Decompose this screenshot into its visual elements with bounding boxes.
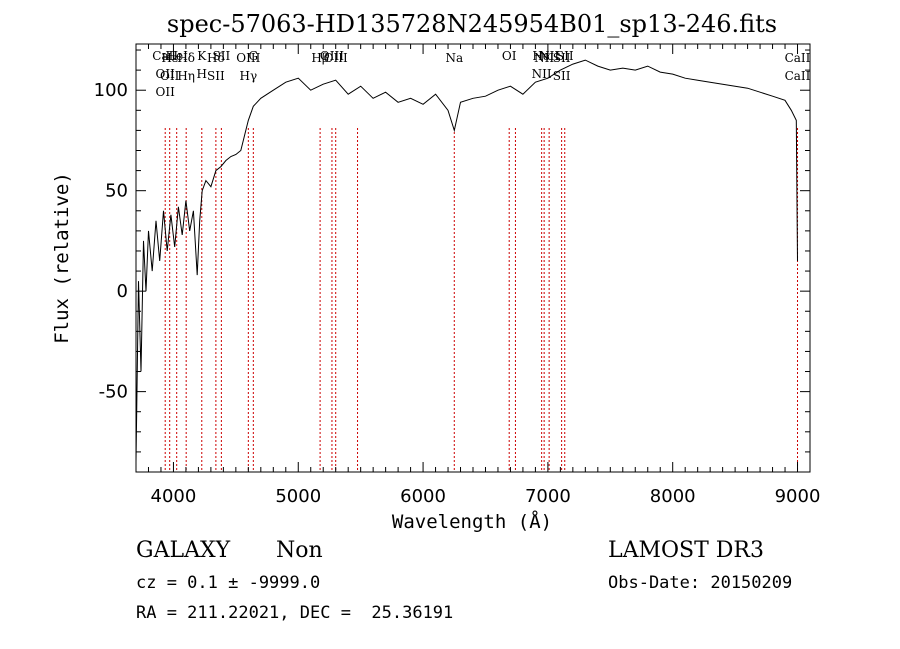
x-tick-label: 5000: [275, 486, 321, 507]
x-tick-label: 9000: [775, 486, 821, 507]
emission-line-label: Na: [445, 51, 463, 65]
redshift-value: cz = 0.1 ± -9999.0: [136, 573, 321, 593]
emission-line-label: OII: [160, 69, 180, 83]
y-axis-ticks: -50 0 50 100: [94, 49, 810, 473]
emission-line-label: Hγ: [240, 69, 258, 83]
y-tick-label: 100: [94, 80, 128, 101]
emission-line-label: CaII: [785, 51, 811, 65]
emission-line-label: SII: [207, 69, 225, 83]
emission-line-label: Hβ: [311, 51, 328, 65]
object-class: GALAXY: [136, 538, 231, 563]
emission-line-label: OI: [502, 49, 517, 63]
y-axis-label: Flux (relative): [51, 172, 73, 344]
emission-line-label: SII: [556, 49, 574, 63]
emission-line-label: K: [197, 49, 207, 63]
x-tick-label: 7000: [525, 486, 571, 507]
y-tick-label: 50: [105, 181, 128, 202]
x-tick-label: 6000: [400, 486, 446, 507]
emission-line-label: H: [197, 67, 207, 81]
emission-line-label: OIII: [236, 51, 260, 65]
spectrum-series-line: [135, 59, 798, 463]
emission-line-label: G: [249, 49, 259, 63]
emission-line-label: OIII: [320, 49, 344, 63]
emission-line-label: SII: [553, 69, 571, 83]
emission-line-label: SII: [213, 49, 231, 63]
emission-line-label: OII: [156, 85, 176, 99]
emission-line-label: HeI: [166, 49, 189, 63]
emission-line-label: SII: [553, 51, 571, 65]
y-tick-label: -50: [99, 382, 128, 403]
emission-line-label: Hα: [532, 49, 551, 63]
observation-date: Obs-Date: 20150209: [608, 573, 793, 593]
emission-line-label: Hδ: [177, 51, 195, 65]
emission-line-label: CaII: [785, 69, 811, 83]
emission-line-label: NII: [539, 49, 559, 63]
x-axis-ticks: 4000 5000 6000 7000 8000 9000: [135, 44, 821, 507]
x-tick-label: 4000: [151, 486, 197, 507]
object-subclass: Non: [276, 538, 323, 563]
emission-line-label: OII: [156, 67, 176, 81]
emission-line-label: Hε: [161, 51, 178, 65]
y-tick-label: 0: [117, 281, 128, 302]
spectrum-chart: spec-57063-HD135728N245954B01_sp13-246.f…: [51, 10, 821, 533]
emission-line-label: Hδ: [207, 51, 225, 65]
emission-line-label: Hη: [177, 69, 195, 83]
coordinates: RA = 211.22021, DEC = 25.36191: [136, 603, 454, 623]
plot-frame: [135, 43, 811, 473]
emission-line-label: NII: [534, 51, 554, 65]
emission-line-label: CaII: [152, 49, 178, 63]
x-tick-label: 8000: [650, 486, 696, 507]
emission-line-label: NII: [532, 67, 552, 81]
emission-line-label: OIII: [324, 51, 348, 65]
x-axis-label: Wavelength (Å): [392, 510, 552, 533]
emission-line-markers: [164, 128, 799, 472]
chart-title: spec-57063-HD135728N245954B01_sp13-246.f…: [167, 10, 777, 38]
survey-name: LAMOST DR3: [608, 538, 764, 563]
